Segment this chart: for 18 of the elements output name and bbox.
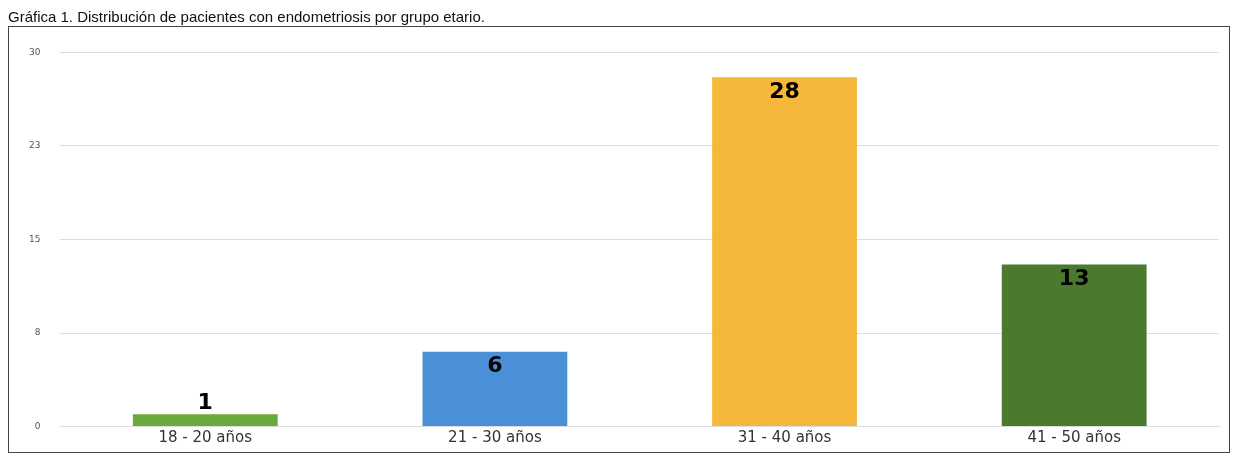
x-tick-label: 18 - 20 años xyxy=(158,428,253,447)
data-label: 1 xyxy=(197,388,213,414)
bar xyxy=(132,414,278,427)
x-tick-label: 21 - 30 años xyxy=(448,428,542,447)
data-label: 13 xyxy=(1058,265,1090,291)
data-label: 6 xyxy=(487,352,503,378)
bar xyxy=(1001,264,1147,427)
x-tick-label: 41 - 50 años xyxy=(1027,428,1122,447)
chart-title: Gráfica 1. Distribución de pacientes con endometriosis por grupo etario. xyxy=(8,8,486,26)
y-tick-label: 8 xyxy=(34,327,41,338)
y-tick-label: 0 xyxy=(34,420,41,431)
bar xyxy=(422,351,568,427)
x-tick-label: 31 - 40 años xyxy=(737,428,832,447)
y-tick-label: 15 xyxy=(29,233,41,244)
y-tick-label: 30 xyxy=(29,46,41,57)
data-label: 28 xyxy=(769,78,800,104)
bar xyxy=(712,77,857,427)
y-tick-label: 23 xyxy=(29,140,41,151)
